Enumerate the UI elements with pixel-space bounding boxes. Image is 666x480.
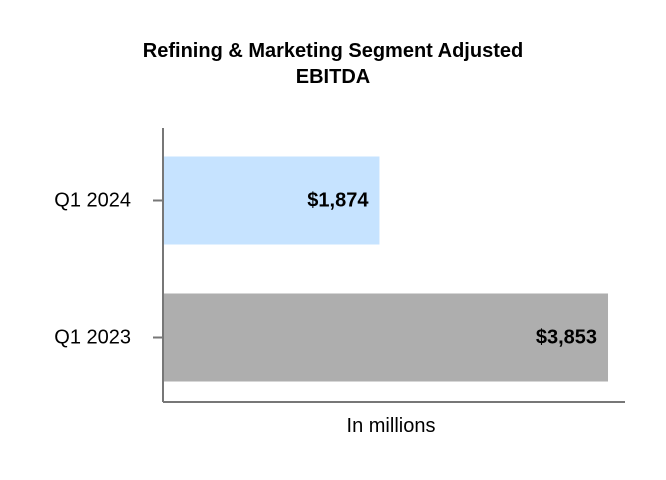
value-label-1: $3,853 xyxy=(536,327,597,349)
x-axis-title: In millions xyxy=(347,415,436,437)
chart-title-line-1: Refining & Marketing Segment Adjusted xyxy=(142,40,524,62)
labels-layer: Q1 2024 $1,874 Q1 2023 $3,853 xyxy=(54,190,597,349)
bar-1 xyxy=(163,293,609,382)
chart-title-line-2: EBITDA xyxy=(295,66,371,88)
value-label-0: $1,874 xyxy=(307,190,369,212)
category-label-0: Q1 2024 xyxy=(54,190,131,212)
chart-title: Refining & Marketing Segment Adjusted EB… xyxy=(0,38,666,90)
bars-layer xyxy=(163,156,609,382)
bar-0 xyxy=(163,156,380,245)
ticks-layer xyxy=(153,199,163,339)
category-label-1: Q1 2023 xyxy=(54,327,131,349)
